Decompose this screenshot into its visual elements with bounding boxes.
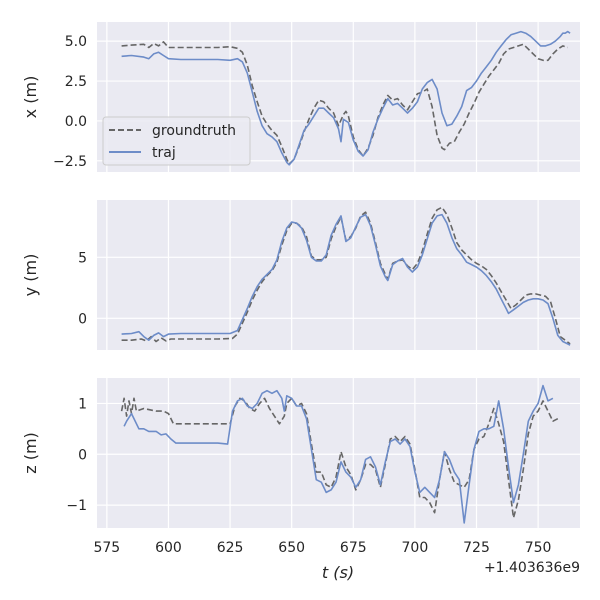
y-tick-label: 5 <box>78 250 87 266</box>
y-axis-label: z (m) <box>21 432 40 474</box>
x-tick-label: 725 <box>463 540 490 556</box>
series-line-groundtruth <box>121 41 568 165</box>
plot-area <box>97 200 580 350</box>
y-tick-label: 0 <box>78 447 87 463</box>
legend: groundtruth traj <box>102 116 251 166</box>
series-line-traj <box>121 213 571 346</box>
y-axis-label: x (m) <box>21 76 40 119</box>
x-tick-label: 675 <box>340 540 367 556</box>
y-tick-label: −2.5 <box>53 154 87 170</box>
series-lines <box>121 206 571 346</box>
x-axis-label: t (s) <box>322 563 354 582</box>
x-tick-label: 650 <box>278 540 305 556</box>
series-lines <box>120 384 559 524</box>
y-tick-label: 0.0 <box>65 114 87 130</box>
series-lines <box>121 30 571 166</box>
y-tick-label: 5.0 <box>65 34 87 50</box>
legend-label-groundtruth: groundtruth <box>152 123 236 139</box>
x-axis-offset-label: +1.403636e9 <box>484 560 580 576</box>
y-tick-label: 2.5 <box>65 74 87 90</box>
series-line-traj <box>121 30 571 166</box>
y-tick-label: 0 <box>78 311 87 327</box>
x-tick-label: 625 <box>217 540 244 556</box>
y-axis-label: y (m) <box>21 254 40 297</box>
x-tick-label: 575 <box>93 540 120 556</box>
y-tick-label: −1 <box>66 498 87 514</box>
x-tick-label: 600 <box>155 540 182 556</box>
series-line-traj <box>123 384 554 524</box>
series-line-groundtruth <box>121 206 571 345</box>
z-position-subplot: −1 0 1 z (m) 575 600 625 650 675 700 725 750 <box>21 378 580 556</box>
y-tick-label: 1 <box>78 396 87 412</box>
x-tick-label: 700 <box>402 540 429 556</box>
y-position-subplot: 0 5 y (m) <box>21 200 580 350</box>
x-tick-label: 750 <box>525 540 552 556</box>
legend-label-traj: traj <box>152 145 176 161</box>
